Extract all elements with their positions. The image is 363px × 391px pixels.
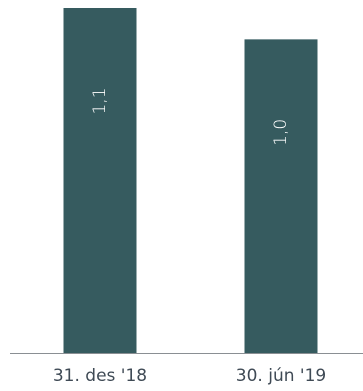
bar-labels-group: 1,1 1,0 xyxy=(90,87,291,145)
bar-1 xyxy=(244,39,318,353)
bars-group xyxy=(63,8,318,353)
x-tick-label-1: 30. jún '19 xyxy=(236,366,326,386)
x-tick-label-0: 31. des '18 xyxy=(53,366,147,386)
bar-0 xyxy=(63,8,137,353)
bar-value-label-1: 1,0 xyxy=(271,119,291,146)
x-tick-labels-group: 31. des '18 30. jún '19 xyxy=(53,366,326,386)
bar-value-label-0: 1,1 xyxy=(90,87,110,114)
